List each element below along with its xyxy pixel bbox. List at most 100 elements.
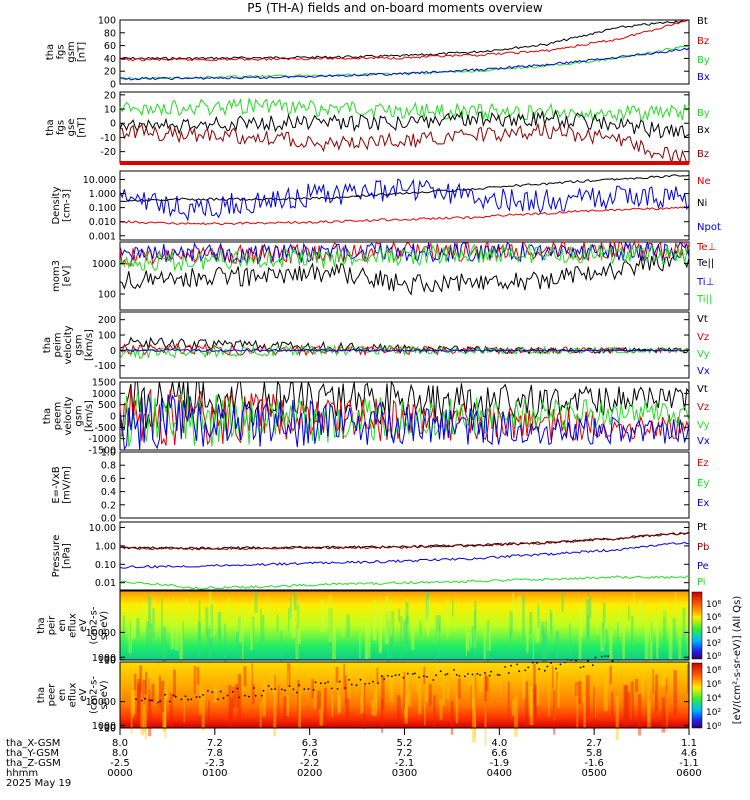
spectrogram-stripe: [535, 678, 540, 706]
data-point: [198, 696, 201, 698]
spectrogram-stripe: [136, 683, 141, 713]
spectrogram-stripe: [396, 695, 401, 723]
date-label: 2025 May 19: [6, 778, 71, 789]
spectrogram-stripe: [475, 673, 477, 714]
spectrogram-stripe: [439, 622, 441, 668]
spectrogram-stripe: [142, 689, 146, 733]
spectrogram-stripe: [405, 615, 409, 647]
data-point: [303, 688, 306, 691]
panel-frame: [119, 381, 690, 451]
y-tick-label: 0.001: [89, 231, 116, 242]
spectrogram-stripe: [406, 598, 409, 621]
red-band: [120, 161, 689, 165]
legend-Vx: Vx: [697, 436, 710, 447]
spectrogram-stripe: [375, 682, 377, 711]
x-row-value: 6.3: [302, 738, 318, 749]
legend-Npot: Npot: [697, 222, 721, 233]
y-axis-label: eflux: [68, 613, 79, 638]
data-point: [207, 690, 209, 692]
y-axis-label: gsm: [66, 41, 77, 62]
y-tick-label: -1000: [88, 434, 116, 445]
spectrogram-stripe: [151, 683, 155, 703]
spectrogram-stripe: [628, 605, 630, 621]
spectrogram-stripe: [487, 626, 491, 651]
y-tick-label: 60: [104, 41, 116, 52]
spectrogram-stripe: [450, 700, 454, 735]
x-row-label: tha_Y-GSM: [6, 748, 59, 759]
spectrogram-stripe: [389, 669, 394, 702]
spectrogram-stripe: [298, 687, 301, 728]
data-point: [336, 688, 339, 690]
data-point: [319, 682, 322, 685]
panel-frame: [119, 521, 690, 591]
y-axis-label: velocity: [63, 325, 74, 364]
spectrogram-stripe: [593, 686, 595, 730]
y-axis-label: peem: [53, 402, 64, 430]
data-point: [406, 672, 409, 675]
spectrogram-stripe: [385, 611, 389, 642]
spectrogram-stripe: [164, 679, 168, 700]
spectrogram-stripe: [483, 630, 487, 673]
data-point: [254, 694, 257, 697]
series-line-Vx: [119, 394, 690, 451]
spectrogram-stripe: [544, 620, 548, 669]
spectrogram-stripe: [131, 696, 136, 715]
spectrogram-stripe: [280, 631, 282, 668]
data-point: [222, 697, 225, 699]
spectrogram-stripe: [630, 681, 634, 724]
series-line-Ti||: [119, 243, 690, 272]
data-point: [164, 693, 167, 696]
spectrogram-stripe: [666, 691, 668, 732]
x-row-value: 5.2: [397, 738, 413, 749]
spectrogram-stripe: [251, 663, 253, 705]
data-point: [172, 694, 175, 697]
y-axis-label: tha: [45, 44, 56, 60]
spectrogram-stripe: [522, 669, 526, 700]
spectrogram-stripe: [164, 694, 167, 739]
y-axis-label: eflux: [68, 683, 79, 708]
spectrogram-stripe: [172, 596, 174, 624]
data-point: [377, 682, 379, 685]
colorbar-tick: 10⁸: [706, 600, 721, 610]
spectrogram-stripe: [532, 626, 535, 662]
series-line-By: [119, 97, 690, 123]
spectrogram-stripe: [474, 601, 477, 640]
x-row-value: 6.6: [491, 748, 507, 759]
spectrogram-stripe: [295, 627, 299, 666]
data-point: [184, 695, 187, 698]
spectrogram-stripe: [471, 626, 474, 649]
spectrogram-stripe: [484, 674, 487, 717]
spectrogram-stripe: [615, 695, 619, 740]
spectrogram-stripe: [537, 622, 540, 643]
spectrogram-stripe: [451, 599, 454, 617]
spectrogram-stripe: [535, 606, 540, 643]
data-point: [298, 684, 301, 687]
data-point: [422, 675, 425, 678]
spectrogram-stripe: [529, 691, 533, 716]
spectrogram-stripe: [649, 629, 653, 661]
x-row-value: -1.9: [490, 758, 510, 769]
y-axis-label: [km/s]: [84, 329, 95, 361]
spectrogram-stripe: [644, 622, 649, 665]
y-axis-label: velocity: [63, 396, 74, 435]
spectrogram-stripe: [152, 598, 156, 633]
x-row-label: hhmm: [6, 768, 38, 779]
spectrogram-stripe: [144, 693, 147, 740]
data-point: [247, 695, 250, 698]
spectrogram-stripe: [635, 678, 639, 692]
data-point: [383, 678, 386, 680]
data-point: [216, 698, 219, 700]
spectrogram-stripe: [371, 700, 375, 716]
spectrogram-stripe: [122, 615, 126, 644]
spectrogram-stripe: [426, 599, 431, 631]
spectrogram-stripe: [587, 614, 590, 637]
spectrogram-stripe: [411, 624, 415, 651]
spectrogram-stripe: [474, 690, 477, 737]
data-point: [550, 662, 553, 664]
data-point: [479, 674, 481, 676]
data-point: [149, 699, 151, 702]
spectrogram-stripe: [173, 669, 176, 698]
legend-Vy: Vy: [697, 349, 710, 360]
